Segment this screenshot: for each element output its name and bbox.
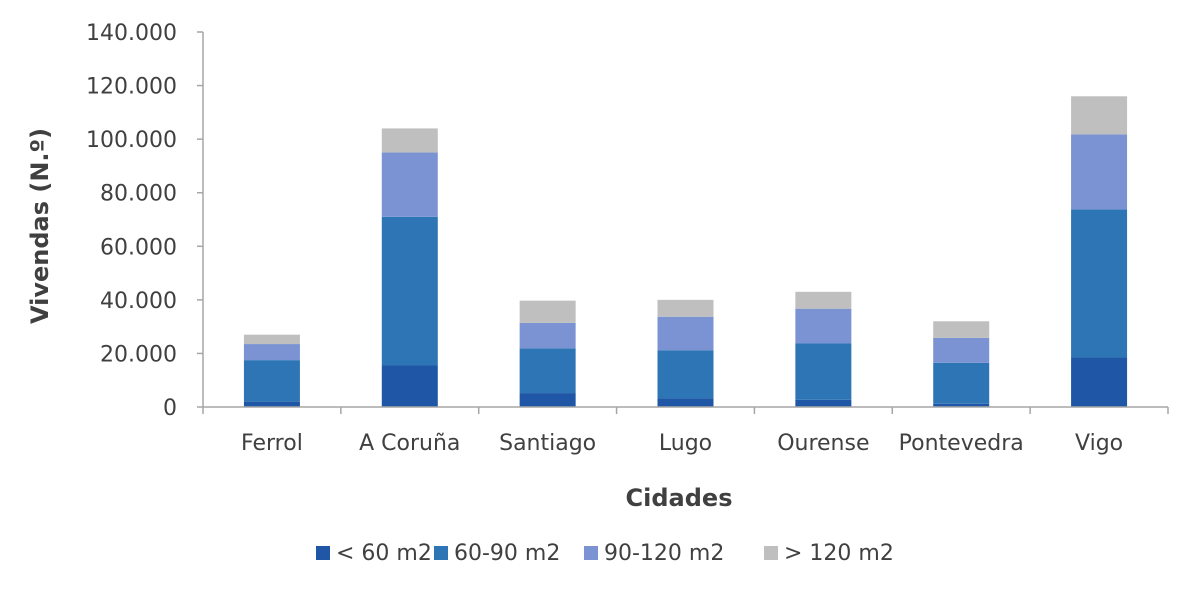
bar-segment <box>1071 134 1128 210</box>
legend-swatch <box>434 546 448 560</box>
x-tick-label: Ferrol <box>241 431 303 456</box>
bar-segment <box>519 322 576 349</box>
legend-swatch <box>316 546 330 560</box>
y-axis-title: Vivendas (N.º) <box>26 128 54 324</box>
bar-segment <box>243 334 300 345</box>
bar-segment <box>381 216 438 366</box>
x-tick-label: Pontevedra <box>899 431 1024 456</box>
bar-segment <box>933 403 990 407</box>
x-tick-label: Ourense <box>777 431 869 456</box>
bar-segment <box>795 291 852 309</box>
y-tick-label: 20.000 <box>100 342 177 367</box>
bar-segment <box>243 360 300 402</box>
bar-segment <box>1071 357 1128 407</box>
legend-label: 90-120 m2 <box>604 541 724 566</box>
x-axis-ticks: Ferrol A Coruña Santiago Lugo Ourense Ponteve… <box>202 407 1169 456</box>
axes <box>202 32 1168 408</box>
legend-label: 60-90 m2 <box>454 541 560 566</box>
x-tick-label: A Coruña <box>359 431 460 456</box>
bar-segment <box>795 308 852 344</box>
bar-segment <box>657 316 714 351</box>
bar-segment <box>519 300 576 323</box>
bar-segment <box>657 350 714 399</box>
bar-segment <box>1071 96 1128 135</box>
y-axis-ticks: 0 20.000 40.000 60.000 80.000 100.000 120.000 1… <box>86 21 203 421</box>
bar-segment <box>657 398 714 407</box>
bar-segment <box>795 343 852 400</box>
legend-swatch <box>764 546 778 560</box>
legend-label: > 120 m2 <box>784 541 894 566</box>
bar-segment <box>519 393 576 407</box>
bars <box>243 96 1128 407</box>
legend-label: < 60 m2 <box>336 541 432 566</box>
x-tick-label: Santiago <box>499 431 596 456</box>
x-tick-label: Vigo <box>1075 431 1123 456</box>
bar-segment <box>933 362 990 404</box>
y-tick-label: 140.000 <box>86 21 177 46</box>
bar-segment <box>1071 209 1128 358</box>
y-tick-label: 40.000 <box>100 289 177 314</box>
bar-segment <box>243 344 300 361</box>
bar-segment <box>243 401 300 407</box>
bar-segment <box>657 299 714 317</box>
y-tick-label: 60.000 <box>100 235 177 260</box>
bar-segment <box>519 348 576 394</box>
x-tick-label: Lugo <box>659 431 712 456</box>
bar-segment <box>795 399 852 407</box>
bar-segment <box>933 337 990 363</box>
y-tick-label: 120.000 <box>86 75 177 100</box>
y-tick-label: 80.000 <box>100 182 177 207</box>
bar-segment <box>381 128 438 153</box>
legend-swatch <box>584 546 598 560</box>
bar-segment <box>933 321 990 338</box>
y-tick-label: 0 <box>163 396 177 421</box>
y-tick-label: 100.000 <box>86 128 177 153</box>
x-axis-title: Cidades <box>626 484 733 512</box>
bar-segment <box>381 152 438 217</box>
legend: < 60 m2 60-90 m2 90-120 m2 > 120 m2 <box>316 541 894 566</box>
bar-segment <box>381 365 438 407</box>
